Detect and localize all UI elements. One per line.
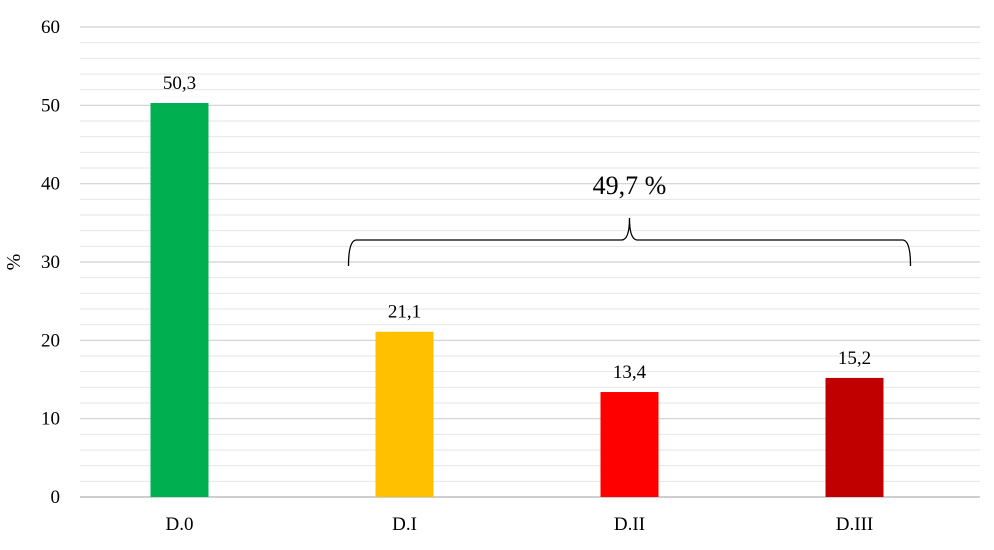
- category-label: D.0: [166, 514, 194, 535]
- x-axis-category-labels: D.0 D.I D.II D.III: [166, 514, 874, 535]
- category-label: D.II: [614, 514, 645, 535]
- data-label: 21,1: [388, 302, 421, 323]
- minor-gridlines: [80, 42, 980, 482]
- bar-d-iii: [825, 377, 884, 497]
- y-tick-label: 60: [41, 17, 60, 38]
- data-label: 15,2: [838, 348, 871, 369]
- y-tick-label: 10: [41, 409, 60, 430]
- bars: [150, 102, 884, 497]
- y-tick-label: 0: [51, 487, 61, 508]
- bar-d-i: [375, 331, 434, 497]
- bar-d-ii: [600, 392, 659, 497]
- brace-annotation: 49,7 %: [347, 171, 912, 267]
- data-label: 50,3: [163, 73, 196, 94]
- y-tick-label: 20: [41, 330, 60, 351]
- y-tick-label: 30: [41, 252, 60, 273]
- y-axis-title: %: [3, 254, 25, 271]
- category-label: D.I: [392, 514, 417, 535]
- data-labels: 50,3 21,1 13,4 15,2: [163, 73, 871, 383]
- y-tick-label: 40: [41, 174, 60, 195]
- brace-label: 49,7 %: [593, 171, 667, 200]
- data-label: 13,4: [613, 362, 647, 383]
- category-label: D.III: [836, 514, 873, 535]
- y-tick-label: 50: [41, 95, 60, 116]
- y-axis-tick-labels: 0 10 20 30 40 50 60: [41, 17, 60, 508]
- bar-d-0: [150, 102, 209, 497]
- brace-shape: [347, 217, 912, 267]
